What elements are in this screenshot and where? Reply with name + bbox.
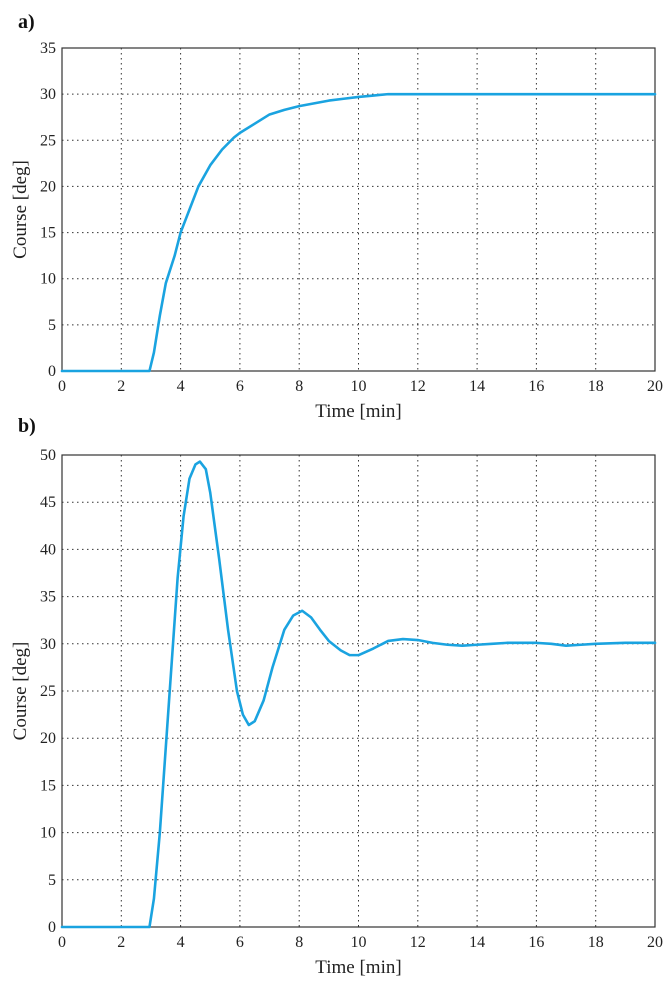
y-tick-label: 0	[48, 363, 56, 380]
x-axis-label-a: Time [min]	[315, 401, 401, 422]
x-tick-label: 10	[351, 378, 367, 395]
y-ticks-b: 0 5 10 15 20 25 30 35 40 45 50	[40, 447, 56, 936]
x-tick-label: 4	[177, 934, 185, 951]
y-tick-label: 35	[40, 589, 56, 606]
y-tick-label: 30	[40, 86, 56, 103]
series-line-a	[60, 92, 657, 373]
x-tick-label: 16	[528, 378, 544, 395]
x-tick-label: 6	[236, 934, 244, 951]
y-tick-label: 35	[40, 40, 56, 57]
x-tick-label: 0	[58, 934, 66, 951]
x-tick-label: 8	[295, 378, 303, 395]
y-tick-label: 30	[40, 636, 56, 653]
x-tick-label: 0	[58, 378, 66, 395]
panel-label-a: a)	[18, 11, 35, 33]
x-tick-label: 14	[469, 934, 485, 951]
y-tick-label: 10	[40, 825, 56, 842]
x-ticks-b: 0 2 4 6 8 10 12 14 16 18 20	[58, 934, 663, 951]
plot-frame-b	[61, 454, 656, 928]
y-tick-label: 10	[40, 271, 56, 288]
y-tick-label: 45	[40, 494, 56, 511]
y-tick-label: 20	[40, 178, 56, 195]
plot-frame-a	[61, 47, 656, 372]
x-tick-label: 12	[410, 378, 426, 395]
series-line-b	[60, 460, 657, 929]
x-tick-label: 4	[177, 378, 185, 395]
x-tick-label: 18	[588, 378, 604, 395]
grid-a	[62, 48, 655, 371]
x-ticks-a: 0 2 4 6 8 10 12 14 16 18 20	[58, 378, 663, 395]
y-tick-label: 5	[48, 317, 56, 334]
grid-b	[62, 455, 655, 927]
x-tick-label: 18	[588, 934, 604, 951]
y-axis-label-a: Course [deg]	[10, 160, 31, 259]
y-tick-label: 40	[40, 541, 56, 558]
y-tick-label: 15	[40, 777, 56, 794]
y-tick-label: 25	[40, 683, 56, 700]
panel-label-b: b)	[18, 415, 36, 437]
x-tick-label: 20	[647, 378, 663, 395]
y-tick-label: 50	[40, 447, 56, 464]
chart-panel-a: a) 0 2 4 6 8 10 12 14 16 18 20 0 5 10 15 20 25 30 35 Time…	[10, 11, 663, 422]
y-tick-label: 20	[40, 730, 56, 747]
x-tick-label: 2	[117, 934, 125, 951]
y-tick-label: 15	[40, 225, 56, 242]
x-tick-label: 12	[410, 934, 426, 951]
x-axis-label-b: Time [min]	[315, 957, 401, 978]
y-tick-label: 5	[48, 872, 56, 889]
x-tick-label: 16	[528, 934, 544, 951]
chart-panel-b: b) 0 2 4 6 8 10 12 14 16 18 20 0 5 10 15 20 25 30 35 40 45 5…	[10, 415, 663, 978]
x-tick-label: 2	[117, 378, 125, 395]
y-ticks-a: 0 5 10 15 20 25 30 35	[40, 40, 56, 380]
x-tick-label: 8	[295, 934, 303, 951]
x-tick-label: 6	[236, 378, 244, 395]
y-tick-label: 0	[48, 919, 56, 936]
y-tick-label: 25	[40, 132, 56, 149]
x-tick-label: 14	[469, 378, 485, 395]
y-axis-label-b: Course [deg]	[10, 642, 31, 741]
x-tick-label: 10	[351, 934, 367, 951]
x-tick-label: 20	[647, 934, 663, 951]
